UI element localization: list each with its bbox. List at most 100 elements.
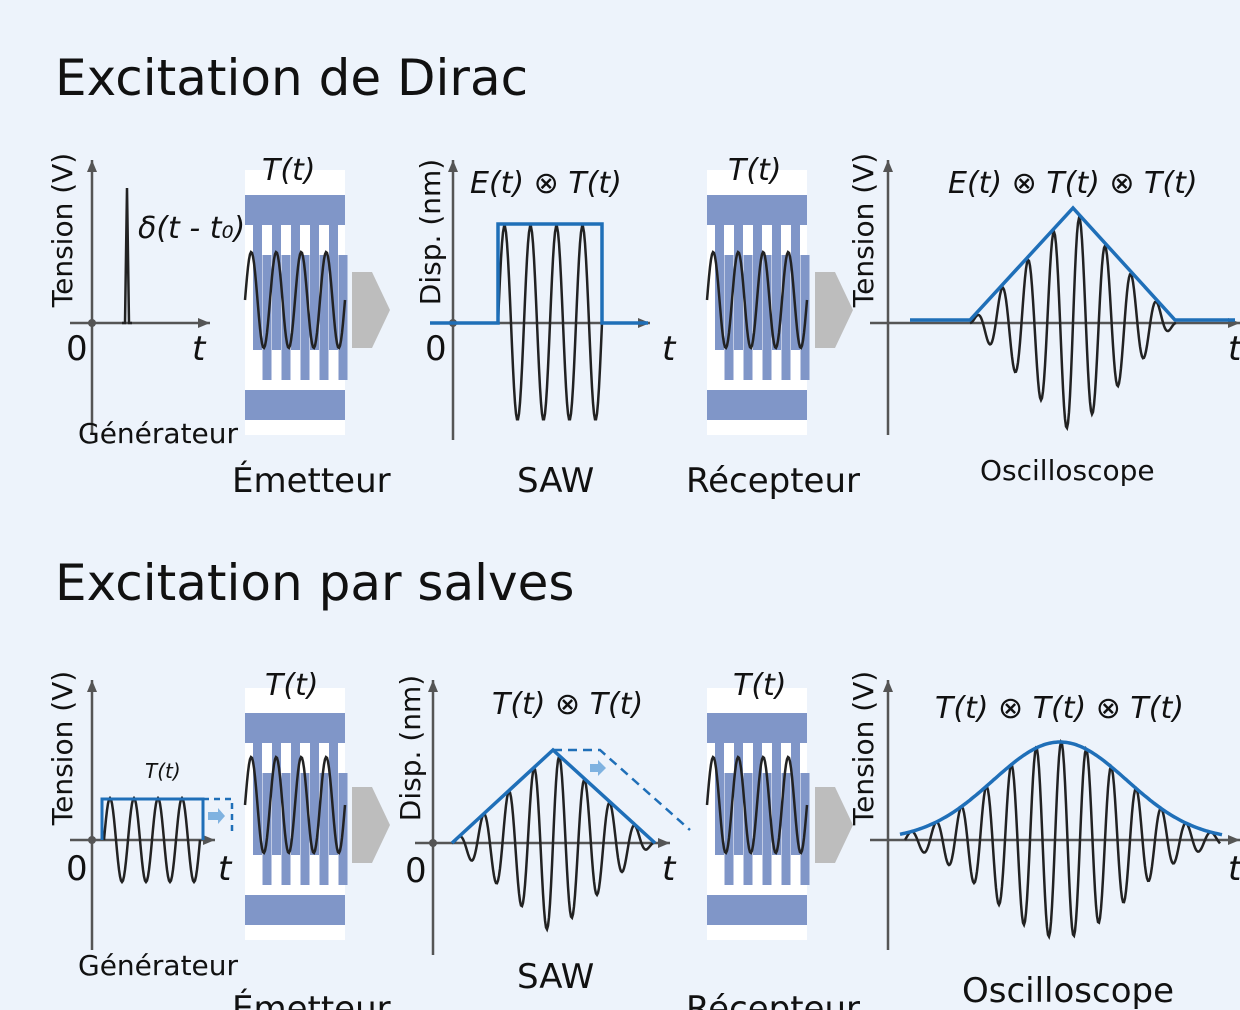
- axis-arrow: [198, 318, 210, 328]
- label: T(t) ⊗ T(t) ⊗ T(t): [935, 691, 1184, 726]
- label: 0: [425, 329, 447, 369]
- axis-arrow: [87, 160, 97, 172]
- shift-arrow: [208, 808, 225, 824]
- envelope: [899, 740, 1223, 837]
- label: SAW: [517, 461, 594, 501]
- finger: [791, 225, 800, 350]
- axis-arrow: [883, 160, 893, 172]
- shift-arrow: [590, 760, 606, 776]
- flow-arrow: [352, 272, 390, 348]
- axis-label: Disp. (nm): [414, 159, 447, 305]
- label: Excitation de Dirac: [55, 49, 528, 107]
- axis-label: Disp. (nm): [394, 675, 427, 821]
- finger: [300, 255, 310, 380]
- finger: [329, 225, 338, 350]
- label: t: [1228, 849, 1240, 889]
- finger: [281, 255, 291, 380]
- finger: [319, 773, 329, 885]
- finger: [762, 773, 772, 885]
- busbar: [707, 195, 807, 225]
- finger: [310, 225, 319, 350]
- label: t: [662, 329, 677, 369]
- busbar: [245, 195, 345, 225]
- label: t: [192, 329, 207, 369]
- origin: [88, 836, 96, 844]
- flow-arrow: [815, 272, 853, 348]
- envelope: [910, 205, 1235, 322]
- busbar: [707, 713, 807, 743]
- busbar: [245, 713, 345, 743]
- label: 0: [66, 849, 88, 889]
- flow-arrow: [815, 787, 853, 863]
- finger: [300, 773, 310, 885]
- axis-label: Tension (V): [847, 671, 880, 826]
- finger: [724, 255, 734, 380]
- label: SAW: [517, 957, 594, 997]
- label: E(t) ⊗ T(t) ⊗ T(t): [948, 166, 1198, 201]
- finger: [734, 743, 743, 855]
- axis-label: Tension (V): [46, 153, 79, 308]
- transducer-wave: [243, 755, 347, 855]
- transducer-wave: [243, 250, 347, 350]
- envelope: [100, 797, 205, 840]
- axis-arrow: [87, 680, 97, 692]
- label: T(t): [265, 668, 319, 703]
- finger: [319, 255, 329, 380]
- flow-arrow: [352, 787, 390, 863]
- label: Émetteur: [232, 460, 391, 501]
- axis-label: Tension (V): [46, 671, 79, 826]
- label: t: [662, 849, 677, 889]
- axis-label: Tension (V): [847, 153, 880, 308]
- busbar: [707, 895, 807, 925]
- scope-wave: [969, 214, 1177, 432]
- label: t: [218, 849, 233, 889]
- envelope-next: [553, 748, 691, 831]
- finger: [743, 773, 753, 885]
- label: Émetteur: [232, 988, 391, 1010]
- saw-wave: [496, 225, 604, 421]
- axis-arrow: [448, 160, 458, 172]
- finger: [781, 255, 791, 380]
- label: Récepteur: [686, 989, 860, 1010]
- dirac-pulse: [122, 187, 132, 325]
- saw-wave: [451, 753, 655, 933]
- envelope: [430, 222, 648, 325]
- finger: [734, 225, 743, 350]
- label: T(t): [145, 759, 181, 783]
- label: 0: [66, 329, 88, 369]
- finger: [762, 255, 772, 380]
- transducer-wave: [705, 250, 809, 350]
- axis-arrow: [428, 680, 438, 692]
- finger: [781, 773, 791, 885]
- finger: [272, 743, 281, 855]
- origin: [429, 839, 437, 847]
- axis-arrow: [1228, 835, 1240, 845]
- finger: [791, 743, 800, 855]
- label: Récepteur: [686, 461, 860, 501]
- label: Générateur: [78, 417, 239, 450]
- scope-wave: [903, 738, 1221, 940]
- busbar: [245, 390, 345, 420]
- finger: [743, 255, 753, 380]
- finger: [329, 743, 338, 855]
- finger: [262, 255, 272, 380]
- label: E(t) ⊗ T(t): [470, 166, 622, 201]
- origin: [88, 319, 96, 327]
- finger: [281, 773, 291, 885]
- label: t: [1228, 329, 1240, 369]
- busbar: [707, 390, 807, 420]
- finger: [772, 225, 781, 350]
- label: Générateur: [78, 949, 239, 982]
- finger: [272, 225, 281, 350]
- transducer-wave: [705, 755, 809, 855]
- label: Oscilloscope: [962, 971, 1174, 1010]
- label: T(t): [733, 668, 787, 703]
- label: Oscilloscope: [980, 454, 1155, 487]
- busbar: [245, 895, 345, 925]
- axis-arrow: [883, 680, 893, 692]
- label: T(t): [262, 153, 316, 188]
- label: T(t): [728, 153, 782, 188]
- burst-wave: [102, 795, 202, 885]
- finger: [310, 743, 319, 855]
